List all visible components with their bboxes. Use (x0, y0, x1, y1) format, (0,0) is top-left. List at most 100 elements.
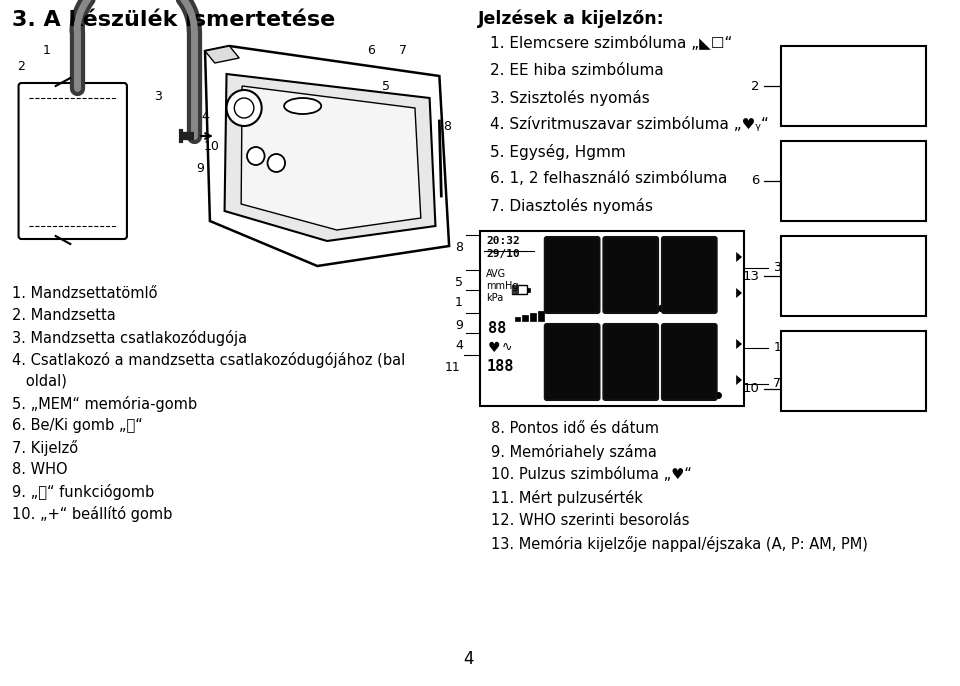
Text: EE: EE (845, 65, 901, 107)
Text: 1: 1 (455, 296, 463, 309)
Text: 11: 11 (445, 361, 461, 374)
FancyBboxPatch shape (545, 237, 599, 313)
Text: 5: 5 (455, 276, 463, 289)
FancyBboxPatch shape (781, 141, 925, 221)
Text: 2: 2 (17, 60, 25, 73)
Text: 11. Mért pulzusérték: 11. Mért pulzusérték (492, 490, 643, 506)
Text: ∿: ∿ (502, 341, 513, 354)
Text: 7. Diasztolés nyomás: 7. Diasztolés nyomás (491, 198, 653, 214)
Text: 88: 88 (489, 321, 507, 336)
Polygon shape (205, 46, 449, 266)
Text: 12: 12 (773, 341, 789, 354)
Text: 10. „+“ beállító gomb: 10. „+“ beállító gomb (12, 506, 172, 522)
Bar (512, 285, 519, 294)
Bar (512, 285, 527, 294)
Polygon shape (205, 46, 239, 63)
Text: 3: 3 (773, 261, 781, 274)
Text: 188: 188 (486, 359, 514, 374)
Text: 7: 7 (773, 377, 781, 390)
Bar (538, 311, 543, 321)
Text: 1: 1 (43, 45, 51, 58)
Bar (803, 270, 814, 284)
Text: 4. Szívritmuszavar szimbóluma „♥ᵧ“: 4. Szívritmuszavar szimbóluma „♥ᵧ“ (491, 117, 769, 132)
FancyBboxPatch shape (781, 331, 925, 411)
Text: oldal): oldal) (12, 374, 66, 389)
Text: 9. Memóriahely száma: 9. Memóriahely száma (492, 444, 657, 460)
Polygon shape (736, 339, 742, 349)
Ellipse shape (284, 98, 322, 114)
Bar (515, 317, 520, 321)
Text: P: P (793, 267, 802, 281)
Text: 3. Szisztolés nyomás: 3. Szisztolés nyomás (491, 90, 650, 106)
Circle shape (234, 98, 253, 118)
Text: 9: 9 (196, 161, 204, 174)
Text: 5. „MEM“ memória-gomb: 5. „MEM“ memória-gomb (12, 396, 197, 412)
Text: 4: 4 (201, 110, 209, 123)
FancyBboxPatch shape (662, 237, 717, 313)
Text: 29/10: 29/10 (486, 249, 520, 259)
Circle shape (227, 90, 262, 126)
Text: 13. Memória kijelzője nappal/éjszaka (A, P: AM, PM): 13. Memória kijelzője nappal/éjszaka (A,… (492, 536, 868, 552)
Polygon shape (736, 288, 742, 298)
Text: 3: 3 (155, 89, 162, 102)
Text: 7. Kijelző: 7. Kijelző (12, 440, 78, 456)
Text: 10: 10 (743, 383, 759, 396)
Text: 10: 10 (204, 139, 220, 152)
FancyBboxPatch shape (480, 231, 744, 406)
Text: 8: 8 (455, 241, 463, 254)
Text: 12. WHO szerinti besorolás: 12. WHO szerinti besorolás (492, 513, 689, 528)
FancyBboxPatch shape (18, 83, 127, 239)
FancyBboxPatch shape (662, 324, 717, 400)
Polygon shape (225, 74, 436, 241)
Circle shape (268, 154, 285, 172)
Text: 6. 1, 2 felhasználó szimbóluma: 6. 1, 2 felhasználó szimbóluma (491, 171, 728, 186)
Text: kPa: kPa (486, 293, 503, 303)
Text: 8. WHO: 8. WHO (12, 462, 67, 477)
Bar (530, 313, 536, 321)
FancyBboxPatch shape (604, 324, 658, 400)
FancyBboxPatch shape (781, 236, 925, 316)
Text: ♥: ♥ (793, 383, 812, 403)
Bar (522, 315, 528, 321)
Text: 2: 2 (751, 80, 759, 93)
Circle shape (247, 147, 265, 165)
Text: 2. Mandzsetta: 2. Mandzsetta (12, 308, 115, 323)
Text: 8. Pontos idő és dátum: 8. Pontos idő és dátum (492, 421, 660, 436)
Text: I/ 1: I/ 1 (789, 64, 804, 74)
Text: 1. Elemcsere szimbóluma „◣☐“: 1. Elemcsere szimbóluma „◣☐“ (491, 36, 732, 51)
Text: 4: 4 (464, 650, 474, 668)
Text: 1. Mandzsettatömlő: 1. Mandzsettatömlő (12, 286, 157, 301)
Polygon shape (736, 375, 742, 385)
Text: 10. Pulzus szimbóluma „♥“: 10. Pulzus szimbóluma „♥“ (492, 467, 692, 482)
Text: no. l: no. l (832, 163, 907, 193)
Polygon shape (736, 252, 742, 262)
Text: I/ 1: I/ 1 (789, 159, 804, 169)
Text: 4. Csatlakozó a mandzsetta csatlakozódugójához (bal: 4. Csatlakozó a mandzsetta csatlakozódug… (12, 352, 405, 368)
Text: 5. Egység, Hgmm: 5. Egység, Hgmm (491, 144, 626, 160)
Text: Jelzések a kijelzőn:: Jelzések a kijelzőn: (478, 10, 665, 29)
Text: no. l: no. l (832, 353, 907, 383)
Text: AVG: AVG (486, 269, 506, 279)
FancyBboxPatch shape (545, 324, 599, 400)
Text: ♥: ♥ (489, 341, 501, 355)
Text: 9. „⌛“ funkciógomb: 9. „⌛“ funkciógomb (12, 484, 154, 500)
Polygon shape (241, 86, 420, 230)
Text: 2. EE hiba szimbóluma: 2. EE hiba szimbóluma (491, 63, 664, 78)
Text: 4: 4 (455, 339, 463, 352)
Text: no. l: no. l (832, 259, 907, 287)
Text: 6: 6 (752, 174, 759, 187)
FancyBboxPatch shape (781, 46, 925, 126)
Bar (527, 287, 530, 292)
Text: mmHg: mmHg (486, 281, 518, 291)
Text: 9: 9 (455, 319, 463, 332)
Text: 6: 6 (367, 45, 375, 58)
Text: 0:00: 0:00 (789, 147, 810, 157)
Text: 13: 13 (743, 270, 759, 283)
Text: 6. Be/Ki gomb „ⓘ“: 6. Be/Ki gomb „ⓘ“ (12, 418, 142, 433)
Text: 7: 7 (399, 45, 407, 58)
Text: 0:00: 0:00 (789, 52, 810, 62)
Text: 3. Mandzsetta csatlakozódugója: 3. Mandzsetta csatlakozódugója (12, 330, 247, 346)
Text: 8: 8 (444, 119, 451, 132)
Text: 3. A készülék ismertetése: 3. A készülék ismertetése (12, 10, 335, 30)
FancyBboxPatch shape (604, 237, 658, 313)
